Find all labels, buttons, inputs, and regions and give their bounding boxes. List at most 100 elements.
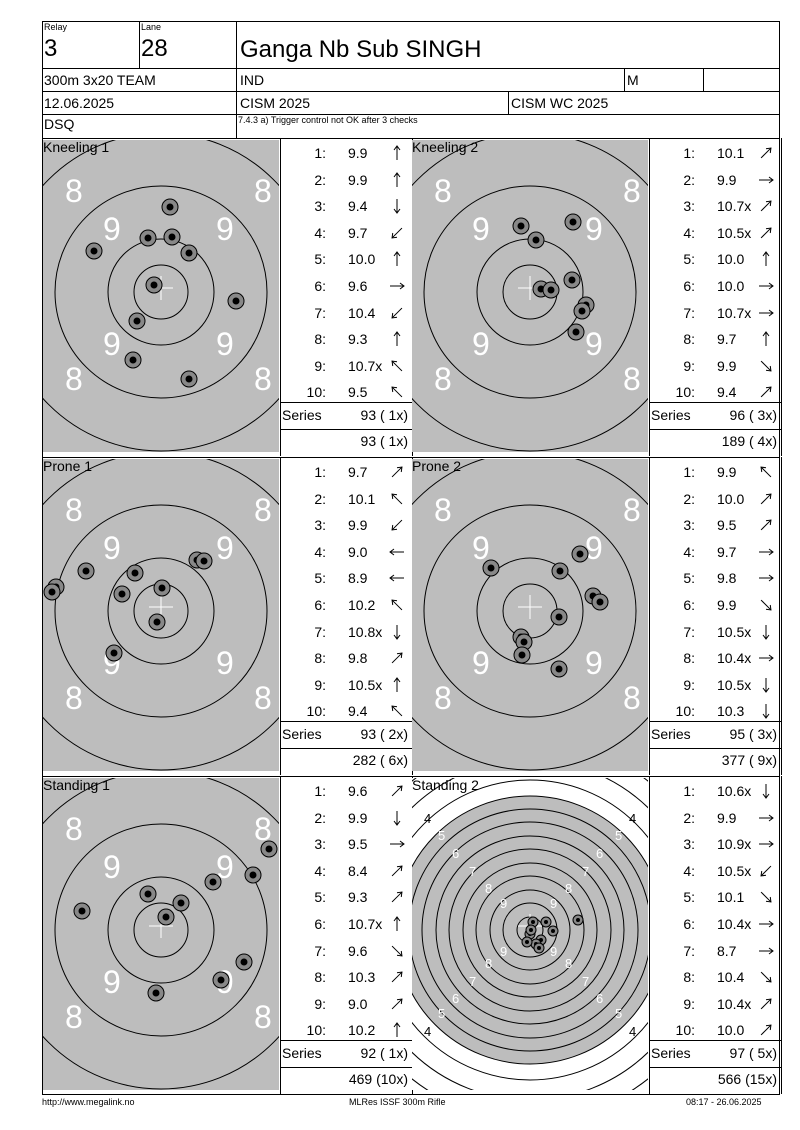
shot-score: 10.0 [717, 278, 745, 294]
shot-row: 9: 10.7x [280, 355, 410, 381]
shot-number: 7: [683, 623, 695, 640]
lane-value: 28 [141, 35, 168, 62]
svg-text:8: 8 [65, 173, 83, 209]
svg-text:6: 6 [452, 991, 459, 1006]
svg-text:9: 9 [103, 849, 121, 885]
svg-text:8: 8 [254, 811, 272, 847]
shot-number: 5: [314, 570, 326, 587]
shooter-name: Ganga Nb Sub SINGH [240, 36, 482, 63]
shot-score: 10.5x [717, 862, 752, 879]
shot-row: 4: 8.4 [280, 860, 410, 886]
series-score: 97 ( 5x) [729, 1045, 777, 1061]
shot-score: 10.4 [717, 969, 745, 986]
gender: M [627, 72, 639, 88]
shot-number: 8: [683, 969, 695, 986]
shot-row: 1: 9.6 [280, 780, 410, 806]
running-total: 282 ( 6x) [352, 752, 408, 768]
shot-score: 9.7 [348, 224, 368, 241]
footer-software: MLRes ISSF 300m Rifle [349, 1097, 446, 1107]
svg-text:9: 9 [472, 645, 490, 681]
svg-text:8: 8 [434, 361, 452, 397]
shot-score: 9.0 [348, 543, 368, 560]
shot-score: 9.9 [348, 517, 368, 534]
direction-arrow-icon [757, 835, 775, 853]
svg-text:6: 6 [452, 846, 459, 861]
svg-text:8: 8 [254, 999, 272, 1035]
shot-row: 8: 9.7 [649, 328, 779, 354]
shot-row: 8: 10.4x [649, 647, 779, 673]
shot-number: 10: [306, 703, 326, 720]
shot-score: 9.6 [348, 278, 368, 294]
shot-row: 2: 9.9 [649, 807, 779, 833]
shot-score: 10.0 [348, 251, 376, 268]
shot-number: 5: [683, 570, 695, 587]
direction-arrow-icon [388, 516, 406, 534]
shot-number: 1: [683, 145, 695, 161]
svg-text:8: 8 [623, 173, 641, 209]
shot-score: 10.8x [348, 623, 383, 640]
shot-number: 6: [683, 278, 695, 294]
shot-number: 10: [306, 1022, 326, 1039]
shot-score: 10.1 [348, 490, 376, 507]
shot-row: 2: 9.9 [280, 169, 410, 195]
shot-score: 9.3 [348, 889, 368, 906]
svg-text:4: 4 [629, 1024, 636, 1039]
shot-number: 10: [675, 384, 695, 401]
shot-number: 2: [314, 171, 326, 188]
svg-text:8: 8 [65, 999, 83, 1035]
svg-text:9: 9 [472, 211, 490, 247]
shot-score: 9.6 [348, 942, 368, 959]
shot-score: 10.5x [348, 676, 383, 693]
svg-text:9: 9 [550, 944, 557, 959]
shot-number: 8: [683, 650, 695, 667]
shot-row: 1: 9.7 [280, 461, 410, 487]
shot-number: 9: [314, 676, 326, 693]
shot-number: 9: [683, 357, 695, 374]
shot-score: 9.9 [717, 464, 737, 480]
shot-score: 10.7x [717, 304, 752, 321]
direction-arrow-icon [757, 197, 775, 215]
shot-row: 5: 10.1 [649, 886, 779, 912]
direction-arrow-icon [388, 702, 406, 720]
shot-number: 8: [314, 969, 326, 986]
shot-score: 9.9 [717, 597, 737, 613]
svg-text:9: 9 [103, 964, 121, 1000]
shot-score: 10.4x [717, 916, 752, 932]
shot-number: 1: [683, 783, 695, 799]
shot-score: 9.3 [348, 331, 368, 348]
shot-score: 8.4 [348, 862, 368, 879]
direction-arrow-icon [388, 224, 406, 242]
shot-number: 5: [683, 889, 695, 906]
shot-number: 7: [314, 942, 326, 959]
direction-arrow-icon [757, 330, 775, 348]
shot-row: 2: 10.1 [280, 488, 410, 514]
footer-url[interactable]: http://www.megalink.no [42, 1097, 135, 1107]
svg-text:9: 9 [103, 530, 121, 566]
shot-row: 1: 10.1 [649, 142, 779, 168]
svg-text:8: 8 [485, 881, 492, 896]
shot-score: 10.1 [717, 145, 745, 161]
shot-number: 2: [314, 809, 326, 826]
nation: IND [240, 72, 265, 88]
date: 12.06.2025 [44, 95, 115, 111]
shot-score: 9.9 [717, 357, 737, 374]
remark: 7.4.3 a) Trigger control not OK after 3 … [238, 115, 418, 125]
direction-arrow-icon [757, 915, 775, 933]
svg-text:8: 8 [65, 492, 83, 528]
shot-row: 2: 9.9 [649, 169, 779, 195]
shot-score: 9.4 [717, 384, 737, 401]
direction-arrow-icon [388, 463, 406, 481]
svg-text:8: 8 [485, 956, 492, 971]
direction-arrow-icon [757, 490, 775, 508]
shot-number: 6: [683, 597, 695, 613]
svg-text:7: 7 [469, 864, 476, 879]
direction-arrow-icon [757, 888, 775, 906]
shot-number: 9: [314, 995, 326, 1012]
footer-timestamp: 08:17 - 26.06.2025 [686, 1097, 762, 1107]
shot-score: 10.5x [717, 224, 752, 241]
series-score: 96 ( 3x) [729, 407, 777, 423]
direction-arrow-icon [757, 596, 775, 614]
